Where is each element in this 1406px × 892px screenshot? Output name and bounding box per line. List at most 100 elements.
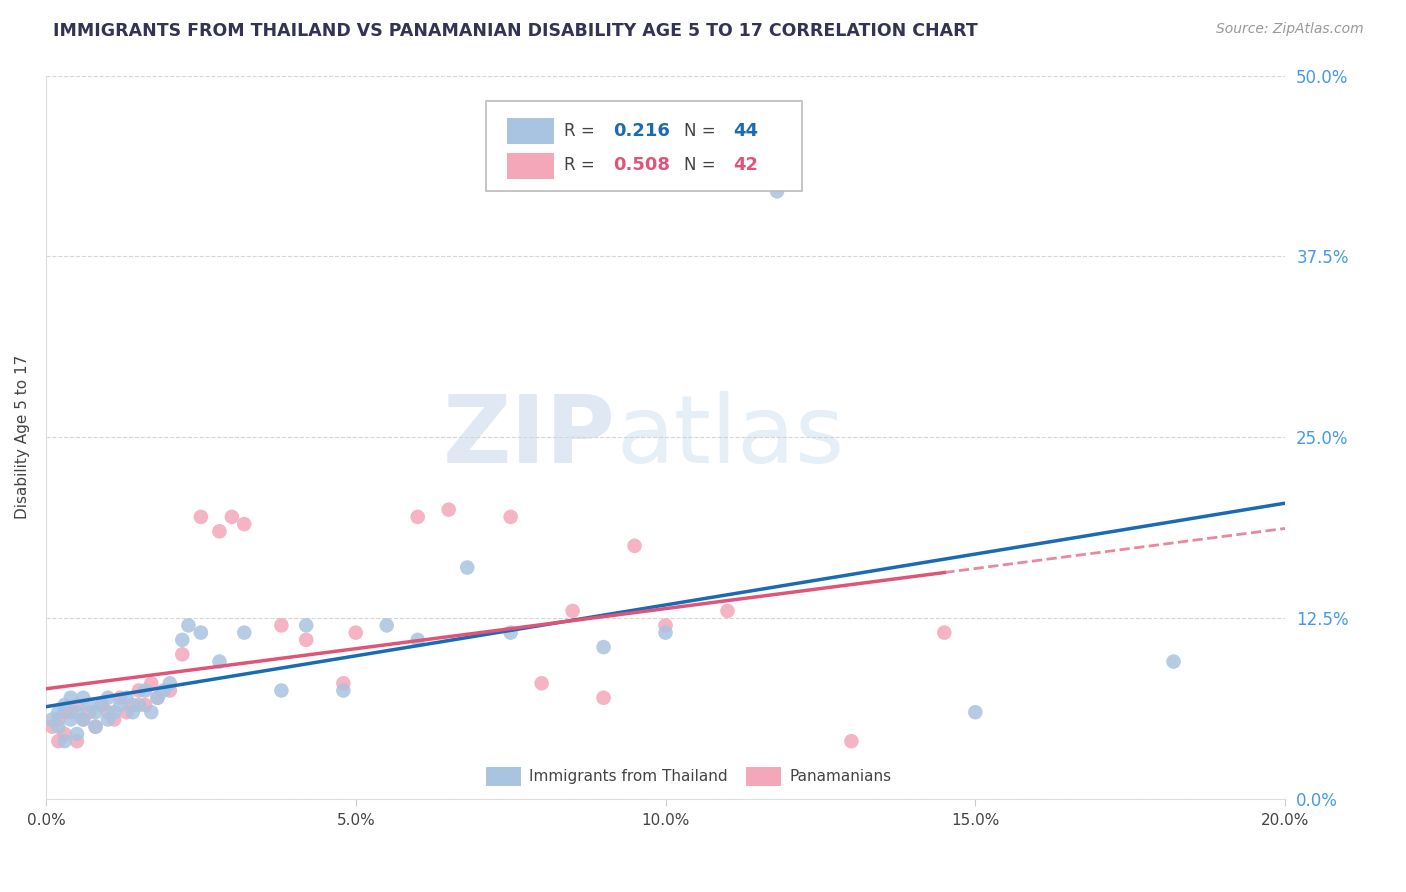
- Point: [332, 676, 354, 690]
- Text: 0.216: 0.216: [613, 121, 671, 139]
- Point: [103, 705, 125, 719]
- Point: [84, 720, 107, 734]
- Text: 42: 42: [734, 156, 759, 174]
- Point: [456, 560, 478, 574]
- Point: [79, 705, 101, 719]
- Text: N =: N =: [685, 156, 721, 174]
- Point: [134, 683, 156, 698]
- Bar: [508, 153, 554, 179]
- Point: [97, 713, 120, 727]
- Point: [84, 705, 107, 719]
- Point: [406, 509, 429, 524]
- Point: [221, 509, 243, 524]
- Point: [121, 698, 143, 712]
- Point: [141, 705, 163, 719]
- Point: [53, 698, 76, 712]
- Point: [332, 683, 354, 698]
- Point: [766, 184, 789, 198]
- Point: [159, 683, 181, 698]
- Point: [97, 690, 120, 705]
- FancyBboxPatch shape: [486, 101, 801, 191]
- Y-axis label: Disability Age 5 to 17: Disability Age 5 to 17: [15, 355, 30, 519]
- Point: [41, 720, 63, 734]
- Point: [177, 618, 200, 632]
- Point: [41, 713, 63, 727]
- Point: [654, 618, 676, 632]
- Point: [66, 705, 89, 719]
- Bar: [508, 119, 554, 145]
- Point: [110, 690, 132, 705]
- Point: [90, 698, 112, 712]
- Bar: [486, 767, 520, 786]
- Point: [53, 705, 76, 719]
- Point: [121, 705, 143, 719]
- Point: [146, 690, 169, 705]
- Point: [934, 625, 956, 640]
- Point: [295, 632, 318, 647]
- Text: ZIP: ZIP: [443, 392, 616, 483]
- Point: [48, 734, 70, 748]
- Point: [499, 509, 522, 524]
- Point: [128, 698, 150, 712]
- Point: [110, 698, 132, 712]
- Point: [59, 690, 82, 705]
- Point: [90, 698, 112, 712]
- Text: atlas: atlas: [616, 392, 844, 483]
- Point: [72, 713, 94, 727]
- Point: [841, 734, 863, 748]
- Point: [66, 734, 89, 748]
- Point: [208, 655, 231, 669]
- Point: [115, 690, 138, 705]
- Text: 44: 44: [734, 121, 759, 139]
- Point: [592, 640, 614, 654]
- Point: [406, 632, 429, 647]
- Point: [190, 625, 212, 640]
- Text: R =: R =: [564, 121, 600, 139]
- Point: [172, 632, 194, 647]
- Point: [1163, 655, 1185, 669]
- Point: [146, 690, 169, 705]
- Text: 0.508: 0.508: [613, 156, 671, 174]
- Point: [295, 618, 318, 632]
- Text: Source: ZipAtlas.com: Source: ZipAtlas.com: [1216, 22, 1364, 37]
- Text: N =: N =: [685, 121, 721, 139]
- Point: [233, 625, 256, 640]
- Point: [159, 676, 181, 690]
- Point: [59, 705, 82, 719]
- Point: [128, 683, 150, 698]
- Point: [965, 705, 987, 719]
- Point: [499, 625, 522, 640]
- Point: [72, 713, 94, 727]
- Point: [190, 509, 212, 524]
- Point: [623, 539, 645, 553]
- Point: [270, 618, 292, 632]
- Point: [72, 690, 94, 705]
- Text: Immigrants from Thailand: Immigrants from Thailand: [529, 769, 728, 784]
- Point: [152, 683, 174, 698]
- Point: [270, 683, 292, 698]
- Point: [66, 727, 89, 741]
- Point: [530, 676, 553, 690]
- Point: [48, 705, 70, 719]
- Point: [654, 625, 676, 640]
- Point: [79, 698, 101, 712]
- Point: [48, 713, 70, 727]
- Point: [172, 648, 194, 662]
- Point: [592, 690, 614, 705]
- Point: [103, 713, 125, 727]
- Bar: [747, 767, 780, 786]
- Point: [208, 524, 231, 539]
- Point: [97, 705, 120, 719]
- Text: R =: R =: [564, 156, 600, 174]
- Text: Panamanians: Panamanians: [789, 769, 891, 784]
- Point: [561, 604, 583, 618]
- Point: [344, 625, 367, 640]
- Point: [48, 720, 70, 734]
- Point: [84, 720, 107, 734]
- Point: [134, 698, 156, 712]
- Point: [375, 618, 398, 632]
- Point: [141, 676, 163, 690]
- Point: [66, 698, 89, 712]
- Text: IMMIGRANTS FROM THAILAND VS PANAMANIAN DISABILITY AGE 5 TO 17 CORRELATION CHART: IMMIGRANTS FROM THAILAND VS PANAMANIAN D…: [53, 22, 979, 40]
- Point: [53, 734, 76, 748]
